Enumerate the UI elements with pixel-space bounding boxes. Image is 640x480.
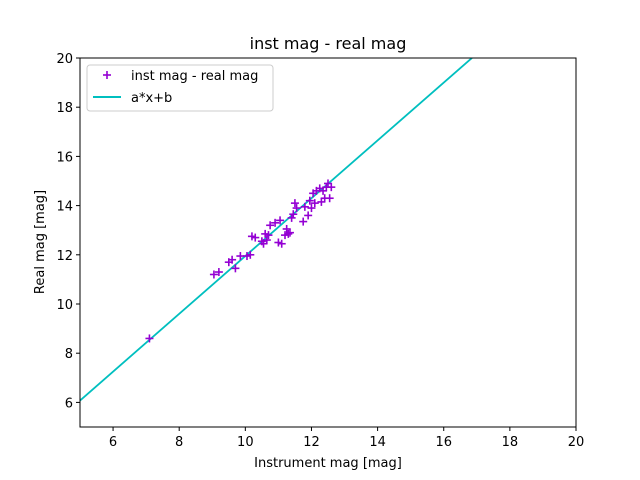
data-point bbox=[310, 199, 319, 208]
y-tick-label: 6 bbox=[65, 396, 73, 411]
legend: inst mag - real mag a*x+b bbox=[86, 64, 274, 112]
y-tick-label: 18 bbox=[56, 101, 73, 116]
y-tick-label: 16 bbox=[56, 150, 73, 165]
data-point bbox=[228, 255, 237, 264]
legend-box bbox=[86, 64, 274, 112]
data-point bbox=[292, 204, 301, 213]
x-tick-label: 16 bbox=[435, 435, 452, 450]
data-point bbox=[304, 211, 313, 220]
y-tick-label: 14 bbox=[56, 200, 73, 215]
data-point bbox=[264, 231, 273, 240]
y-tick-label: 12 bbox=[56, 249, 73, 264]
data-point bbox=[307, 204, 316, 213]
data-point bbox=[251, 233, 260, 242]
x-tick-label: 18 bbox=[502, 435, 519, 450]
data-point bbox=[276, 216, 285, 225]
data-point bbox=[290, 199, 299, 208]
data-point bbox=[246, 250, 255, 259]
data-point bbox=[287, 213, 296, 222]
legend-marker-plus bbox=[103, 71, 111, 79]
data-point bbox=[325, 194, 334, 203]
y-tick-label: 10 bbox=[56, 298, 73, 313]
y-axis: 6 8 10 12 14 16 18 20 bbox=[56, 52, 80, 411]
data-point bbox=[214, 268, 223, 277]
data-point bbox=[299, 217, 308, 226]
data-point bbox=[266, 221, 275, 230]
legend-label-line: a*x+b bbox=[131, 91, 172, 106]
plot-area bbox=[80, 58, 474, 402]
data-point bbox=[271, 218, 280, 227]
x-tick-label: 12 bbox=[303, 435, 320, 450]
data-point bbox=[289, 210, 298, 219]
x-tick-label: 6 bbox=[109, 435, 117, 450]
data-point bbox=[262, 236, 271, 245]
chart-title: inst mag - real mag bbox=[250, 34, 407, 53]
x-tick-label: 8 bbox=[175, 435, 183, 450]
x-axis: 6 8 10 12 14 16 18 20 bbox=[109, 427, 584, 450]
data-point bbox=[327, 183, 336, 192]
x-tick-label: 10 bbox=[237, 435, 254, 450]
data-point bbox=[305, 196, 314, 205]
x-axis-label: Instrument mag [mag] bbox=[254, 456, 402, 471]
x-tick-label: 14 bbox=[369, 435, 386, 450]
y-tick-label: 8 bbox=[65, 347, 73, 362]
x-tick-label: 20 bbox=[568, 435, 585, 450]
data-point bbox=[145, 334, 154, 343]
data-point bbox=[231, 264, 240, 273]
plot-frame bbox=[79, 57, 577, 428]
data-point bbox=[300, 202, 309, 211]
legend-label-scatter: inst mag - real mag bbox=[131, 69, 258, 84]
y-tick-label: 20 bbox=[56, 52, 73, 67]
fit-line bbox=[80, 58, 474, 402]
data-point bbox=[277, 239, 286, 248]
data-point bbox=[284, 229, 293, 238]
data-point bbox=[209, 270, 218, 279]
y-axis-label: Real mag [mag] bbox=[33, 190, 48, 294]
data-point bbox=[285, 228, 294, 237]
